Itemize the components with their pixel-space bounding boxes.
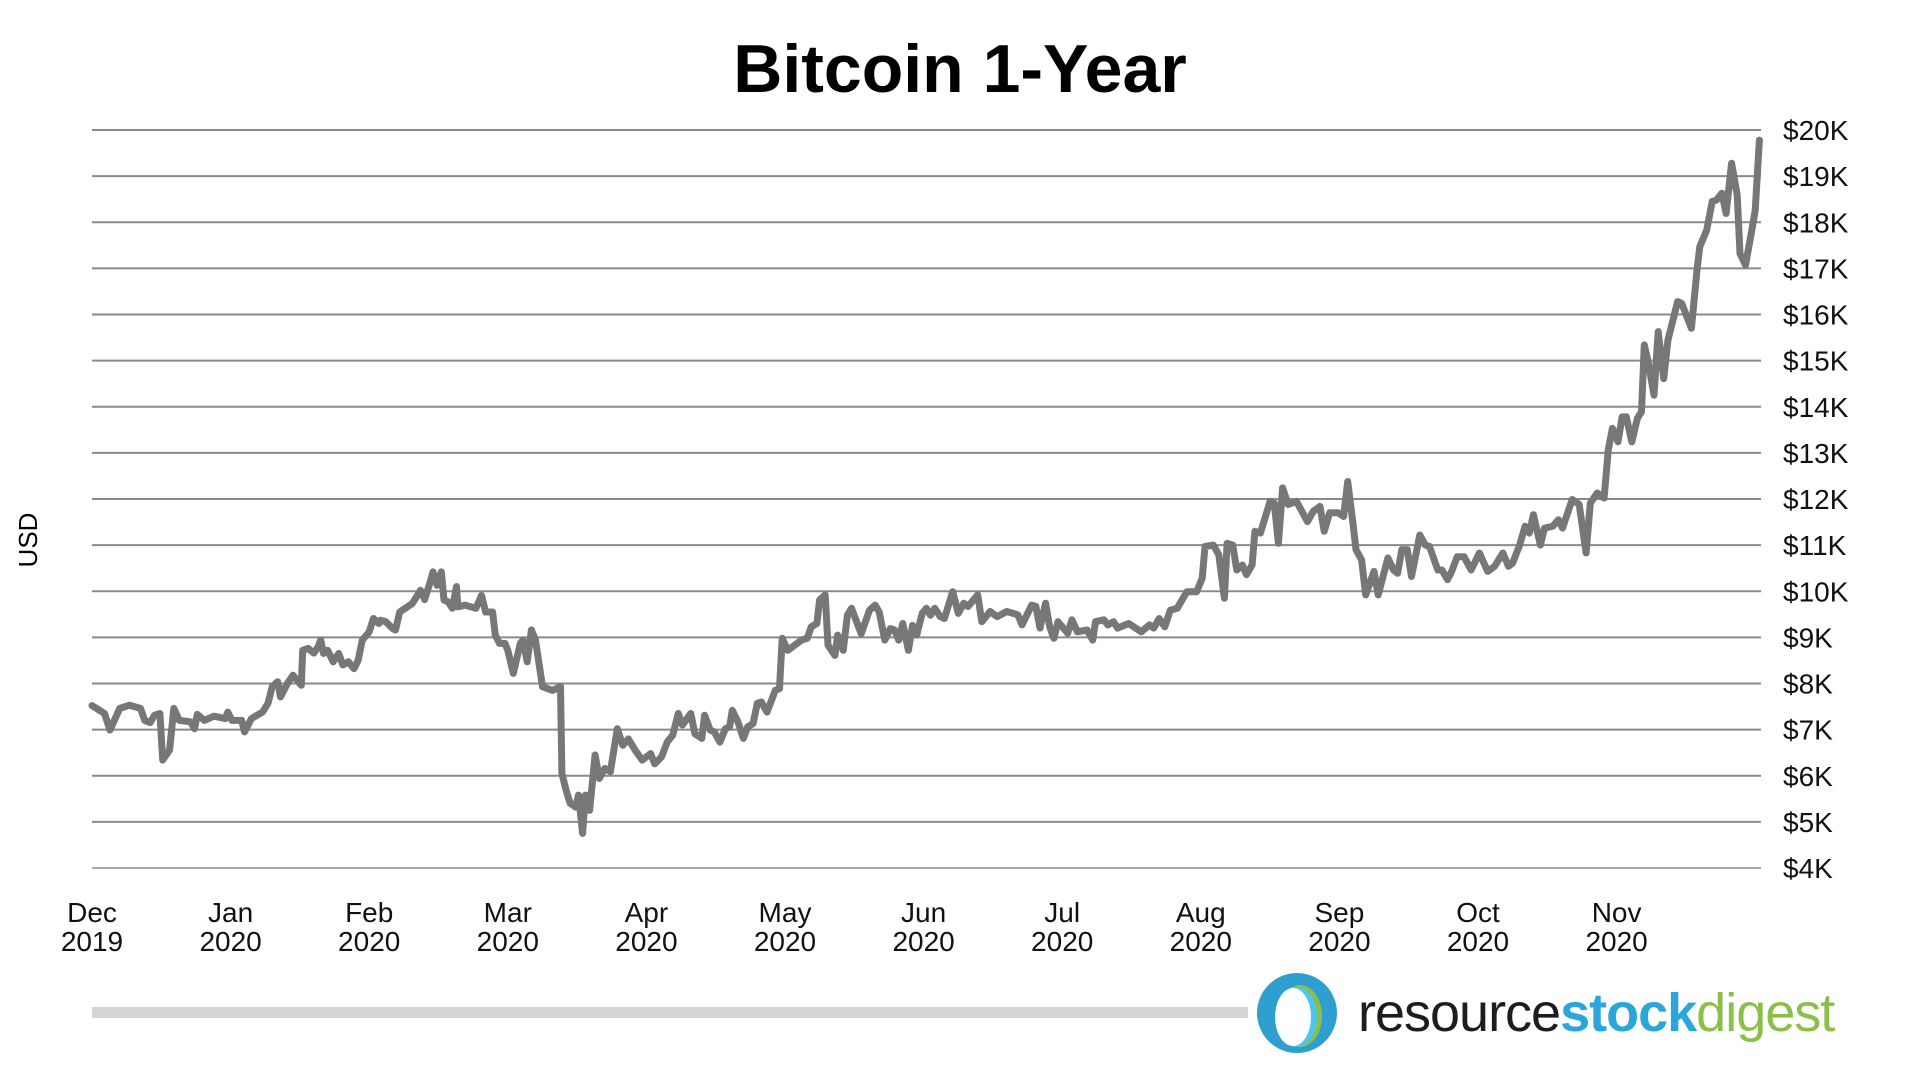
x-tick-label: Dec (67, 897, 117, 928)
x-tick-label: 2020 (1308, 926, 1370, 957)
y-tick-label: $4K (1783, 853, 1833, 884)
y-tick-label: $12K (1783, 484, 1849, 515)
x-tick-label: 2020 (477, 926, 539, 957)
x-tick-label: 2020 (338, 926, 400, 957)
logo-ring-icon (1256, 972, 1338, 1054)
logo-word-resource: resource (1358, 983, 1561, 1043)
x-tick-label: Apr (625, 897, 669, 928)
y-tick-label: $20K (1783, 115, 1849, 146)
x-tick-label: 2020 (615, 926, 677, 957)
x-tick-label: 2020 (754, 926, 816, 957)
x-tick-label: 2020 (1585, 926, 1647, 957)
x-axis-tick-labels: Dec2019Jan2020Feb2020Mar2020Apr2020May20… (61, 897, 1648, 957)
y-tick-label: $19K (1783, 161, 1849, 192)
y-tick-label: $11K (1783, 530, 1847, 561)
x-tick-label: Aug (1176, 897, 1226, 928)
y-tick-label: $8K (1783, 669, 1833, 700)
x-tick-label: Jul (1044, 897, 1080, 928)
y-tick-label: $13K (1783, 438, 1849, 469)
y-tick-label: $7K (1783, 715, 1833, 746)
y-tick-label: $16K (1783, 300, 1849, 331)
gridlines (92, 129, 1761, 869)
y-tick-label: $15K (1783, 346, 1849, 377)
x-tick-label: Jan (208, 897, 253, 928)
price-line (88, 136, 1763, 837)
y-tick-label: $5K (1783, 807, 1833, 838)
x-tick-label: Jun (901, 897, 946, 928)
y-tick-label: $18K (1783, 207, 1849, 238)
x-tick-label: Sep (1314, 897, 1364, 928)
x-tick-label: Oct (1456, 897, 1500, 928)
x-tick-label: 2020 (892, 926, 954, 957)
y-tick-label: $6K (1783, 761, 1833, 792)
logo-word-stock: stock (1560, 983, 1697, 1043)
y-tick-label: $14K (1783, 392, 1849, 423)
logo-wordmark: resourcestockdigest (1358, 983, 1835, 1043)
y-tick-label: $9K (1783, 622, 1833, 653)
x-tick-label: Feb (345, 897, 393, 928)
x-tick-label: 2019 (61, 926, 123, 957)
x-tick-label: 2020 (199, 926, 261, 957)
y-axis-tick-labels: $20K $19K $18K $17K $16K $15K $14K $13K $12K $11K… (1783, 115, 1849, 884)
brand-logo: resourcestockdigest (1256, 972, 1835, 1054)
x-tick-label: 2020 (1447, 926, 1509, 957)
chart-title: Bitcoin 1-Year (733, 31, 1187, 107)
x-tick-label: Mar (484, 897, 532, 928)
x-tick-label: 2020 (1031, 926, 1093, 957)
y-tick-label: $17K (1783, 253, 1849, 284)
x-tick-label: May (759, 897, 812, 928)
x-tick-label: Nov (1592, 897, 1642, 928)
x-tick-label: 2020 (1170, 926, 1232, 957)
y-tick-label: $10K (1783, 576, 1849, 607)
footer-divider-bar (92, 1007, 1248, 1018)
logo-word-digest: digest (1696, 983, 1835, 1043)
